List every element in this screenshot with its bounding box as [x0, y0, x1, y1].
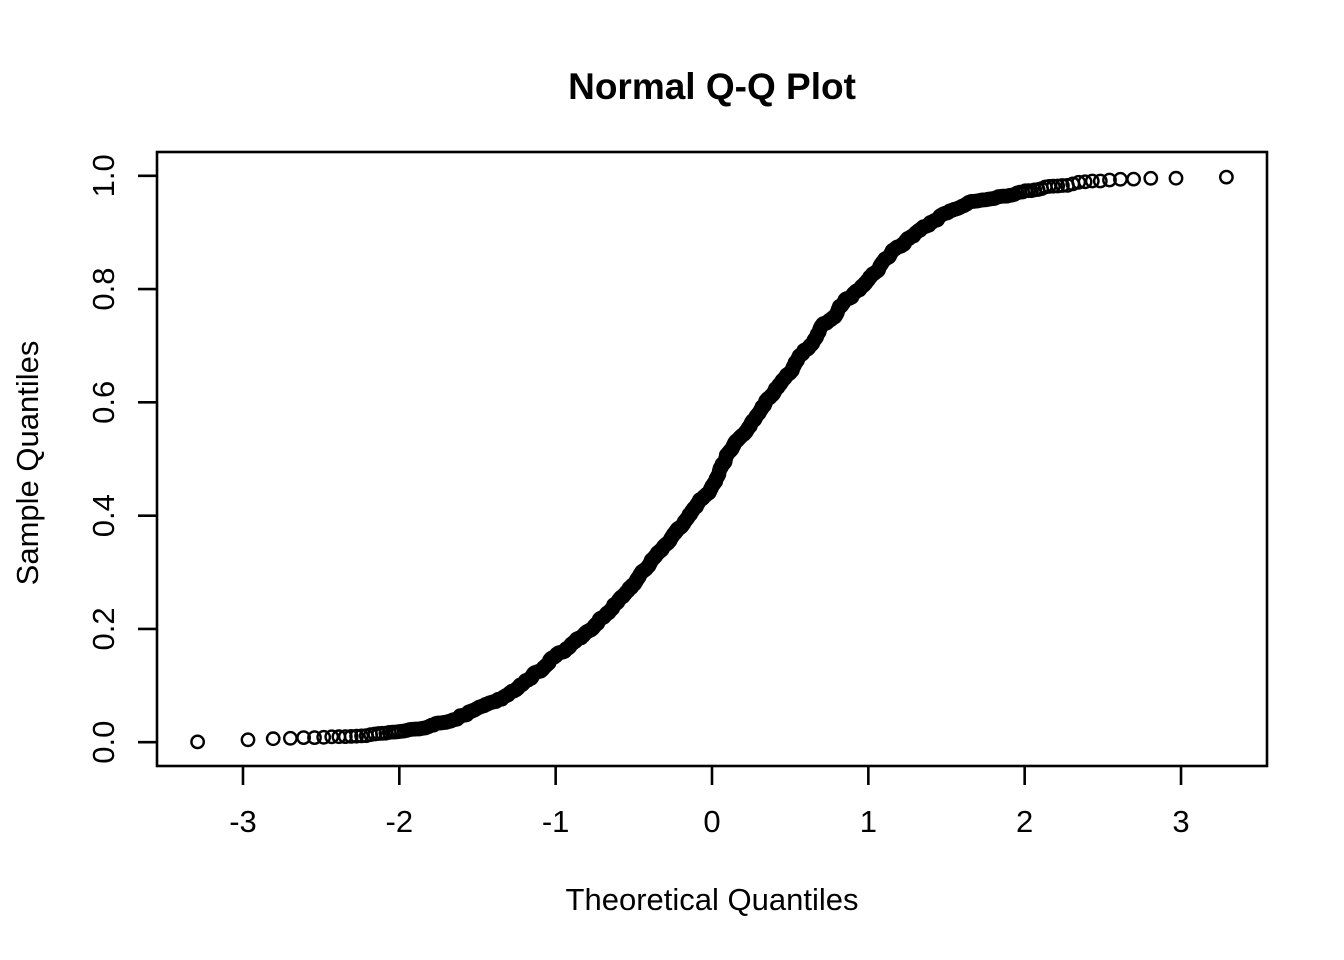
y-tick-label: 0.6	[86, 381, 121, 424]
y-tick-label: 0.2	[86, 607, 121, 650]
y-axis-label: Sample Quantiles	[10, 341, 45, 586]
x-tick-label: -3	[229, 804, 257, 839]
data-point	[324, 729, 340, 745]
data-point	[1102, 172, 1117, 188]
y-tick-label: 0.8	[86, 268, 121, 311]
x-tick-label: 0	[703, 804, 720, 839]
data-point	[1084, 173, 1100, 189]
x-tick-label: -2	[386, 804, 414, 839]
data-point	[265, 731, 281, 747]
x-axis-label: Theoretical Quantiles	[566, 882, 859, 917]
data-point	[343, 729, 359, 744]
x-tick-label: 2	[1016, 804, 1033, 839]
x-tick-label: 3	[1172, 804, 1189, 839]
data-point	[190, 734, 206, 750]
x-tick-label: 1	[860, 804, 877, 839]
x-tick-label: -1	[542, 804, 570, 839]
y-tick-label: 1.0	[86, 154, 121, 197]
data-point	[240, 732, 256, 748]
data-points	[190, 169, 1234, 750]
data-point	[1143, 170, 1159, 186]
data-point	[1126, 171, 1142, 187]
data-point	[1168, 170, 1184, 186]
data-point	[307, 730, 322, 745]
data-point	[349, 728, 364, 744]
data-point	[1071, 174, 1087, 190]
y-tick-label: 0.0	[86, 721, 121, 764]
x-axis-ticks: -3 -2 -1 0 1 2 3	[229, 766, 1190, 839]
y-axis-ticks: 0.0 0.2 0.4 0.6 0.8 1.0	[86, 154, 157, 764]
data-point	[1219, 169, 1234, 185]
data-point	[296, 730, 311, 745]
data-point	[1077, 174, 1093, 190]
data-point	[1055, 178, 1070, 193]
data-point	[282, 730, 298, 746]
data-point	[316, 729, 332, 745]
data-point	[1092, 173, 1108, 189]
y-tick-label: 0.4	[86, 494, 121, 537]
chart-title: Normal Q-Q Plot	[568, 66, 856, 107]
plot-box	[155, 150, 1269, 768]
